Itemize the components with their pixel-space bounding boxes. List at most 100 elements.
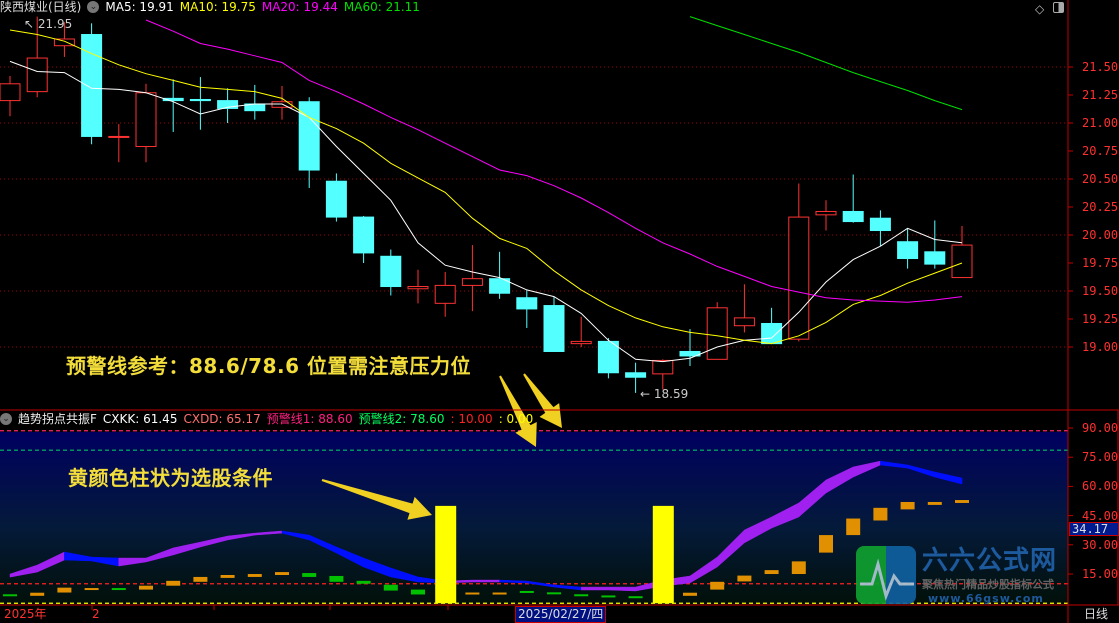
candle[interactable] <box>217 88 239 123</box>
logo-slogan: 聚焦热门精品炒股指标公式 <box>922 578 1054 591</box>
price-panel[interactable]: ↖ 21.95 ← 18.59 <box>0 16 1068 401</box>
candle[interactable] <box>162 79 184 132</box>
candle[interactable] <box>298 97 320 188</box>
candle[interactable] <box>897 228 919 269</box>
high-price-label: ↖ 21.95 <box>24 17 72 31</box>
arrow-icon <box>523 373 562 428</box>
signal-small-bar <box>275 572 289 575</box>
candle-body <box>135 92 157 148</box>
candle-body <box>53 38 75 47</box>
candle[interactable] <box>189 77 211 130</box>
signal-small-bar <box>411 589 425 595</box>
indicator-name[interactable]: 趋势拐点共振F <box>18 412 97 426</box>
candle-body <box>788 216 810 340</box>
candle[interactable] <box>325 173 347 222</box>
candle-body <box>597 340 619 374</box>
candle[interactable] <box>733 284 755 333</box>
candle-body <box>461 278 483 286</box>
low-price-label: ← 18.59 <box>640 387 688 401</box>
candle[interactable] <box>924 220 946 269</box>
signal-small-bar <box>492 592 507 595</box>
candle-body <box>733 317 755 327</box>
candle[interactable] <box>543 296 565 352</box>
candle[interactable] <box>434 271 456 317</box>
candle[interactable] <box>244 84 266 120</box>
stock-pick-signal-bar[interactable] <box>435 505 457 604</box>
candle-body <box>761 322 783 345</box>
candle[interactable] <box>706 302 728 360</box>
period-label[interactable]: 日线 <box>1084 607 1109 621</box>
candle[interactable] <box>353 215 375 263</box>
candle[interactable] <box>815 200 837 231</box>
site-logo: 六六公式网 聚焦热门精品炒股指标公式 www.66gsw.com <box>856 546 1064 606</box>
candle-body <box>489 278 511 294</box>
candle-body <box>162 97 184 102</box>
cxdd-value: CXDD: 65.17 <box>183 412 261 426</box>
indicator-header: ⌄ 趋势拐点共振F CXKK: 61.45 CXDD: 65.17 预警线1: … <box>0 412 533 426</box>
candle[interactable] <box>108 124 130 163</box>
signal-small-bar <box>383 584 398 591</box>
candle[interactable] <box>26 16 48 98</box>
candle-body <box>325 180 347 218</box>
pulse-icon <box>860 558 914 601</box>
candle[interactable] <box>869 210 891 247</box>
candle[interactable] <box>407 269 429 304</box>
main-header: 陕西煤业(日线) ⌄ MA5: 19.91 MA10: 19.75 MA20: … <box>0 0 420 14</box>
candle-body <box>842 210 864 223</box>
cursor-date: 2025/02/27/四 <box>515 606 607 623</box>
candle-body <box>189 98 211 102</box>
candle[interactable] <box>788 183 810 342</box>
candle-body <box>815 210 837 216</box>
candle[interactable] <box>380 249 402 296</box>
candle-body <box>951 244 973 279</box>
price-axis-label: 19.25 <box>1082 312 1119 326</box>
candle-body <box>897 241 919 260</box>
panel-toggle-icon[interactable] <box>1053 2 1064 13</box>
candle[interactable] <box>516 289 538 328</box>
candle[interactable] <box>679 329 701 367</box>
candle[interactable] <box>0 75 21 117</box>
ma10-value: MA10: 19.75 <box>179 0 256 14</box>
ribbon-segment <box>608 586 636 592</box>
signal-small-bar <box>465 592 480 595</box>
signal-small-bar <box>247 574 262 577</box>
candle[interactable] <box>461 245 483 312</box>
price-axis-label: 19.00 <box>1082 340 1119 354</box>
candle-body <box>652 359 674 375</box>
line0-value: : 0.00 <box>498 412 534 426</box>
signal-small-bar <box>819 535 833 553</box>
price-axis-label: 20.50 <box>1082 172 1119 186</box>
candle[interactable] <box>625 362 647 393</box>
signal-small-bar <box>574 594 589 597</box>
candle[interactable] <box>81 23 103 145</box>
chevron-down-icon[interactable]: ⌄ <box>0 413 12 425</box>
time-axis[interactable]: 2025年 2 2025/02/27/四 日线 <box>0 606 1119 623</box>
month-label: 2 <box>92 607 100 621</box>
signal-small-bar <box>900 501 915 510</box>
price-axis-label: 19.75 <box>1082 256 1119 270</box>
candle[interactable] <box>489 251 511 299</box>
chevron-down-icon[interactable]: ⌄ <box>87 1 100 13</box>
candle[interactable] <box>842 174 864 223</box>
candle-body <box>380 255 402 288</box>
signal-small-bar <box>873 507 888 521</box>
candle[interactable] <box>597 338 619 379</box>
arrow-icon <box>499 375 537 447</box>
signal-small-bar <box>329 575 344 582</box>
stock-pick-signal-bar[interactable] <box>652 505 674 604</box>
signal-small-bar <box>220 574 235 578</box>
candle[interactable] <box>951 226 973 279</box>
indicator-current-value: 34.17 <box>1069 522 1119 536</box>
candle-body <box>217 100 239 109</box>
candle[interactable] <box>135 83 157 163</box>
diamond-icon[interactable]: ◇ <box>1035 2 1045 16</box>
candle[interactable] <box>53 22 75 57</box>
stock-title[interactable]: 陕西煤业(日线) <box>0 0 82 14</box>
candle[interactable] <box>570 316 592 347</box>
indicator-axis-label: 45.00 <box>1082 508 1119 523</box>
candle-body <box>81 34 103 137</box>
indicator-axis-label: 15.00 <box>1082 567 1119 582</box>
candle[interactable] <box>652 359 674 390</box>
price-axis-label: 21.25 <box>1082 88 1119 102</box>
